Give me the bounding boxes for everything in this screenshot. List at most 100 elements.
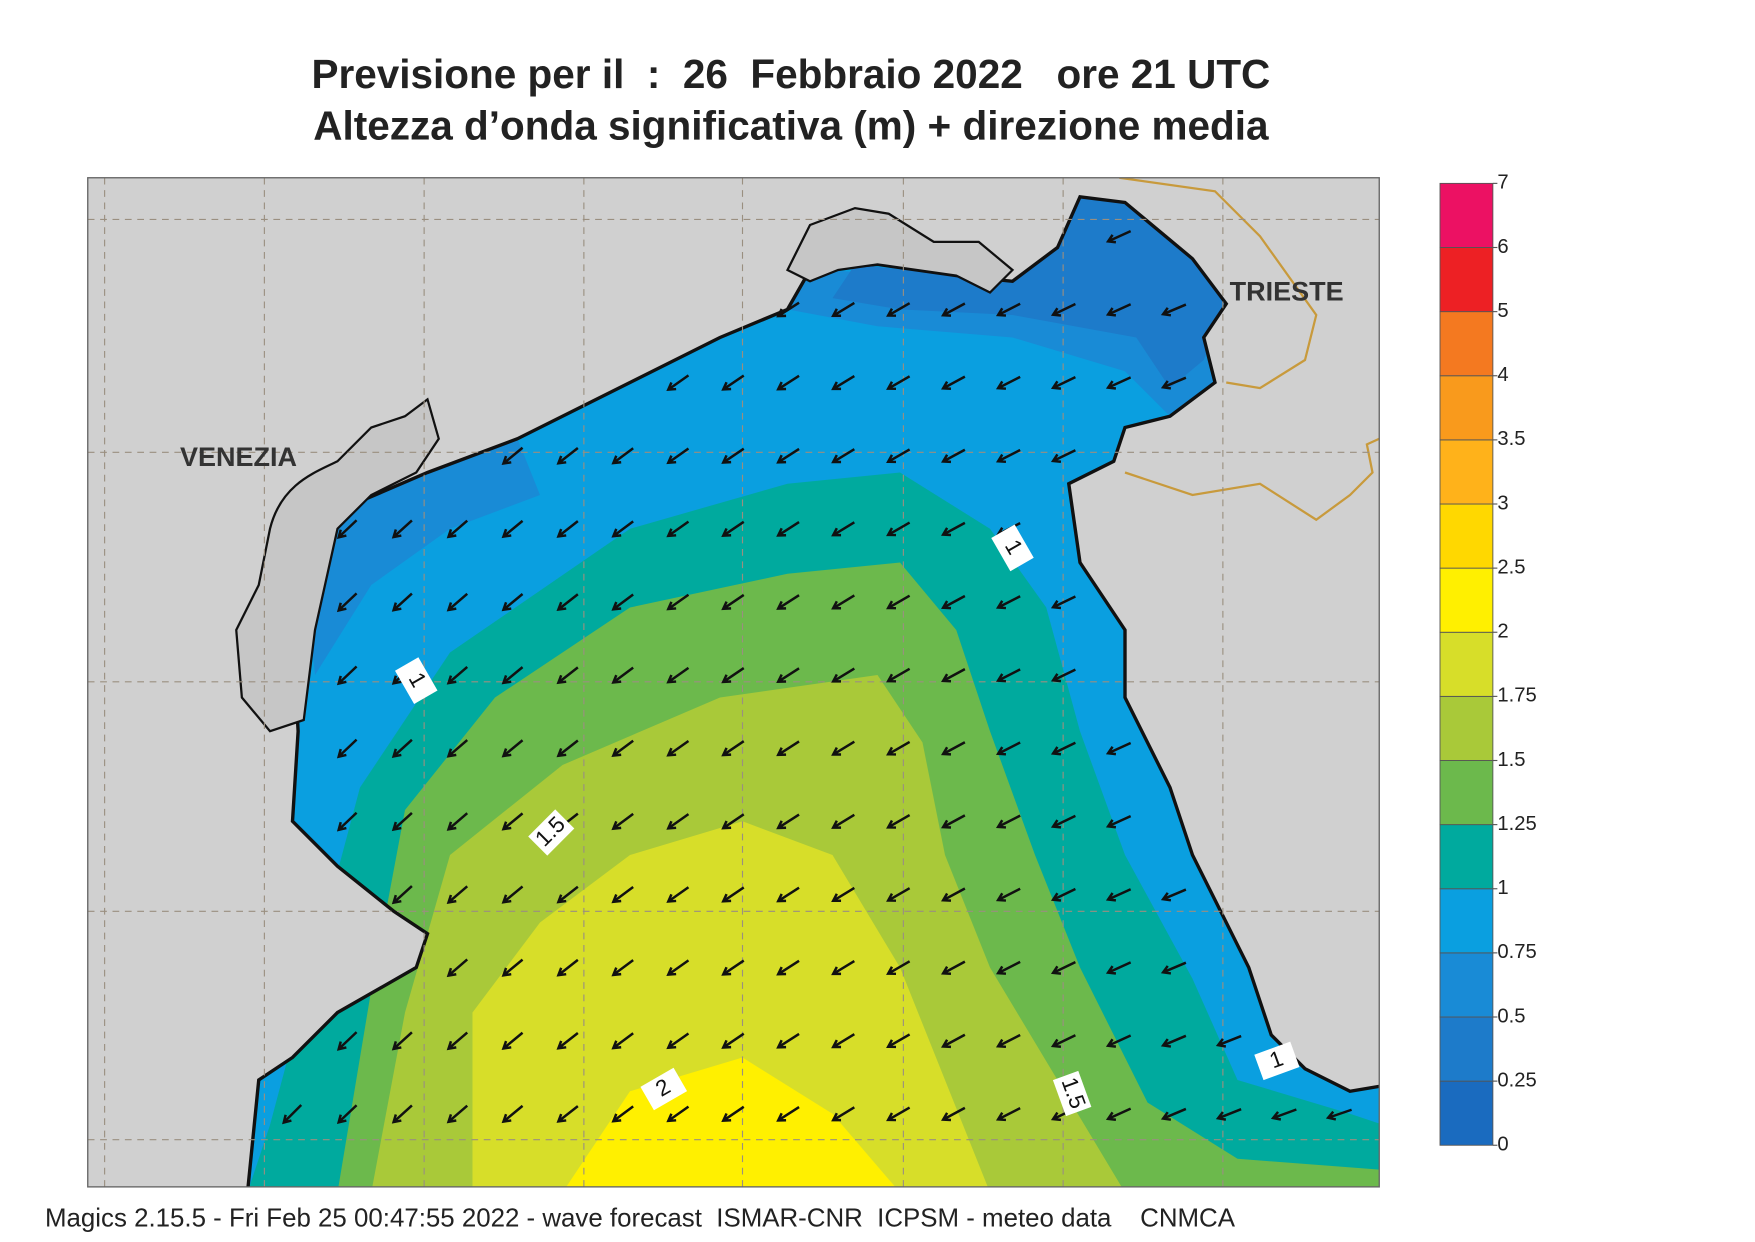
- contour-labels: 111.52 1.51: [394, 524, 1300, 1117]
- wave-arrow: [831, 301, 855, 318]
- colorbar-label: 3.5: [1497, 428, 1525, 450]
- graticule: [87, 177, 1380, 1187]
- wave-arrow: [995, 741, 1021, 756]
- wave-arrow: [886, 302, 911, 317]
- colorbar-label: 1: [1497, 877, 1508, 899]
- wave-arrow: [1160, 1034, 1187, 1048]
- wave-arrow: [886, 960, 911, 976]
- wave-arrow: [1215, 1108, 1242, 1121]
- colorbar-band: [1439, 824, 1494, 890]
- wave-arrow: [1050, 1034, 1076, 1048]
- contour-label-box: [528, 809, 575, 856]
- wave-arrow: [941, 668, 966, 683]
- wave-arrow: [886, 814, 911, 829]
- wave-arrow: [721, 447, 745, 464]
- wave-arrow: [666, 1105, 690, 1123]
- wave-arrow: [391, 1031, 413, 1051]
- wave-arrow: [1105, 741, 1132, 756]
- wave-arrow: [611, 959, 634, 977]
- wave-arrow: [391, 519, 413, 539]
- wave-arrow: [446, 958, 469, 978]
- wave-arrow: [1105, 961, 1132, 975]
- colorbar-band: [1439, 1016, 1494, 1082]
- wave-arrow: [886, 740, 911, 756]
- wave-arrow: [336, 665, 358, 686]
- wave-arrow: [721, 740, 745, 757]
- colorbar-band: [1439, 567, 1494, 633]
- wave-arrow: [1050, 376, 1076, 390]
- wave-arrow: [556, 593, 579, 611]
- wave-arrow: [776, 374, 800, 391]
- contour-label-box: [640, 1067, 688, 1111]
- wave-arrow: [831, 448, 855, 464]
- wave-arrow: [1050, 302, 1076, 317]
- wave-arrow: [1160, 1107, 1187, 1121]
- wave-arrow: [501, 958, 524, 977]
- wave-arrow: [666, 813, 690, 830]
- colorbar-label: 0.5: [1497, 1005, 1525, 1027]
- wave-arrow: [886, 887, 911, 902]
- lagoon-land: [235, 397, 440, 733]
- wave-arrow: [1105, 303, 1132, 317]
- wave-arrow: [1050, 961, 1076, 975]
- wave-arrow: [1160, 303, 1187, 317]
- wave-arrow: [776, 447, 800, 464]
- wave-arrow: [941, 1033, 966, 1049]
- wave-arrow: [391, 592, 413, 612]
- wave-arrow: [1105, 1034, 1132, 1048]
- wave-arrow: [501, 1104, 524, 1124]
- colorbar-band: [1439, 247, 1494, 313]
- wave-arrow: [391, 738, 413, 759]
- wave-arrow: [776, 594, 800, 610]
- wave-arrow: [666, 520, 690, 538]
- wave-arrow: [831, 813, 855, 829]
- wave-arrow: [941, 521, 966, 537]
- coastline: [246, 195, 1380, 1187]
- wave-arrow: [776, 813, 800, 830]
- wave-arrow: [831, 375, 855, 391]
- wave-arrow: [391, 885, 413, 905]
- wave-arrow: [831, 594, 855, 610]
- wave-arrow: [1105, 230, 1132, 244]
- grado-land: [785, 206, 1015, 294]
- wave-arrow: [446, 812, 469, 831]
- colorbar-label: 5: [1497, 300, 1508, 322]
- wave-arrow: [941, 594, 966, 610]
- wave-arrow: [611, 739, 634, 757]
- wave-arrow: [666, 593, 690, 611]
- wave-arrow: [556, 739, 579, 758]
- colorbar-label: 4: [1497, 364, 1508, 386]
- wave-arrow: [995, 960, 1021, 975]
- colorbar-band: [1439, 631, 1494, 697]
- wave-arrow: [831, 740, 855, 756]
- colorbar-label: 2: [1497, 621, 1508, 643]
- wave-arrow: [1105, 815, 1132, 829]
- wave-arrow: [886, 667, 911, 683]
- wave-arrow: [995, 668, 1021, 683]
- wave-arrow: [941, 887, 966, 902]
- wave-arrow: [995, 595, 1021, 610]
- wave-arrow: [1270, 1108, 1297, 1121]
- wave-arrow: [501, 739, 524, 758]
- wave-arrow: [721, 886, 745, 903]
- wave-arrow: [501, 593, 524, 612]
- wave-arrow: [886, 1033, 911, 1049]
- wave-band: [472, 821, 990, 1187]
- wave-arrow: [995, 302, 1021, 317]
- wave-arrows: [282, 230, 1352, 1125]
- colorbar-label: 0: [1497, 1134, 1508, 1156]
- wave-arrow: [831, 1033, 855, 1049]
- wave-arrow: [941, 375, 966, 390]
- wave-arrow: [391, 1104, 413, 1124]
- wave-arrow: [336, 1104, 358, 1124]
- wave-arrow: [556, 1105, 579, 1123]
- wave-arrow: [611, 666, 634, 684]
- colorbar: 0 0.25 0.5 0.75 1 1.25 1.5 1.75 2 2.5 3 3.5 4 5 6 7: [1439, 172, 1537, 1156]
- wave-arrow: [446, 885, 469, 905]
- wave-arrow: [721, 959, 745, 976]
- wave-arrow: [556, 666, 579, 685]
- map-frame: [87, 177, 1380, 1188]
- wave-arrow: [336, 519, 358, 539]
